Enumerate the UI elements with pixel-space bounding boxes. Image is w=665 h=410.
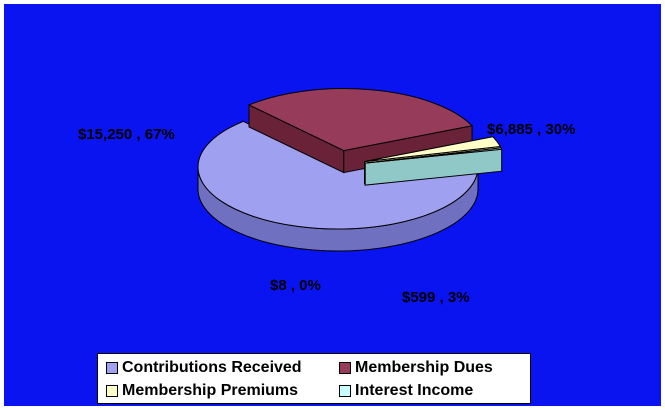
slice-top-membership-dues [247, 88, 474, 152]
legend-item-membership-dues: Membership Dues [339, 359, 493, 377]
slice-top-membership-premiums [364, 136, 502, 163]
legend-swatch-interest-income [339, 385, 351, 397]
legend-swatch-contributions [106, 362, 118, 374]
legend-swatch-membership-premiums [106, 385, 118, 397]
legend-label-contributions: Contributions Received [122, 359, 302, 376]
slice-top-interest-income [365, 147, 503, 164]
legend-label-membership-premiums: Membership Premiums [122, 382, 299, 399]
legend-label-interest-income: Interest Income [355, 382, 474, 399]
legend-item-interest-income: Interest Income [339, 382, 473, 400]
slice-label-contributions: $15,250 , 67% [78, 126, 175, 143]
legend-swatch-membership-dues [339, 362, 351, 374]
legend-item-contributions: Contributions Received [106, 359, 302, 377]
slice-label-interest-income: $8 , 0% [270, 277, 321, 294]
slice-interest-income [364, 147, 503, 186]
legend-item-membership-premiums: Membership Premiums [106, 382, 298, 400]
legend-label-membership-dues: Membership Dues [355, 359, 493, 376]
slice-label-membership-premiums: $599 , 3% [402, 289, 470, 306]
slice-top-contributions [197, 120, 479, 230]
slice-label-membership-dues: $6,885 , 30% [487, 121, 575, 138]
legend: Contributions Received Membership Dues M… [97, 353, 531, 404]
chart-top-strip [0, 0, 665, 4]
